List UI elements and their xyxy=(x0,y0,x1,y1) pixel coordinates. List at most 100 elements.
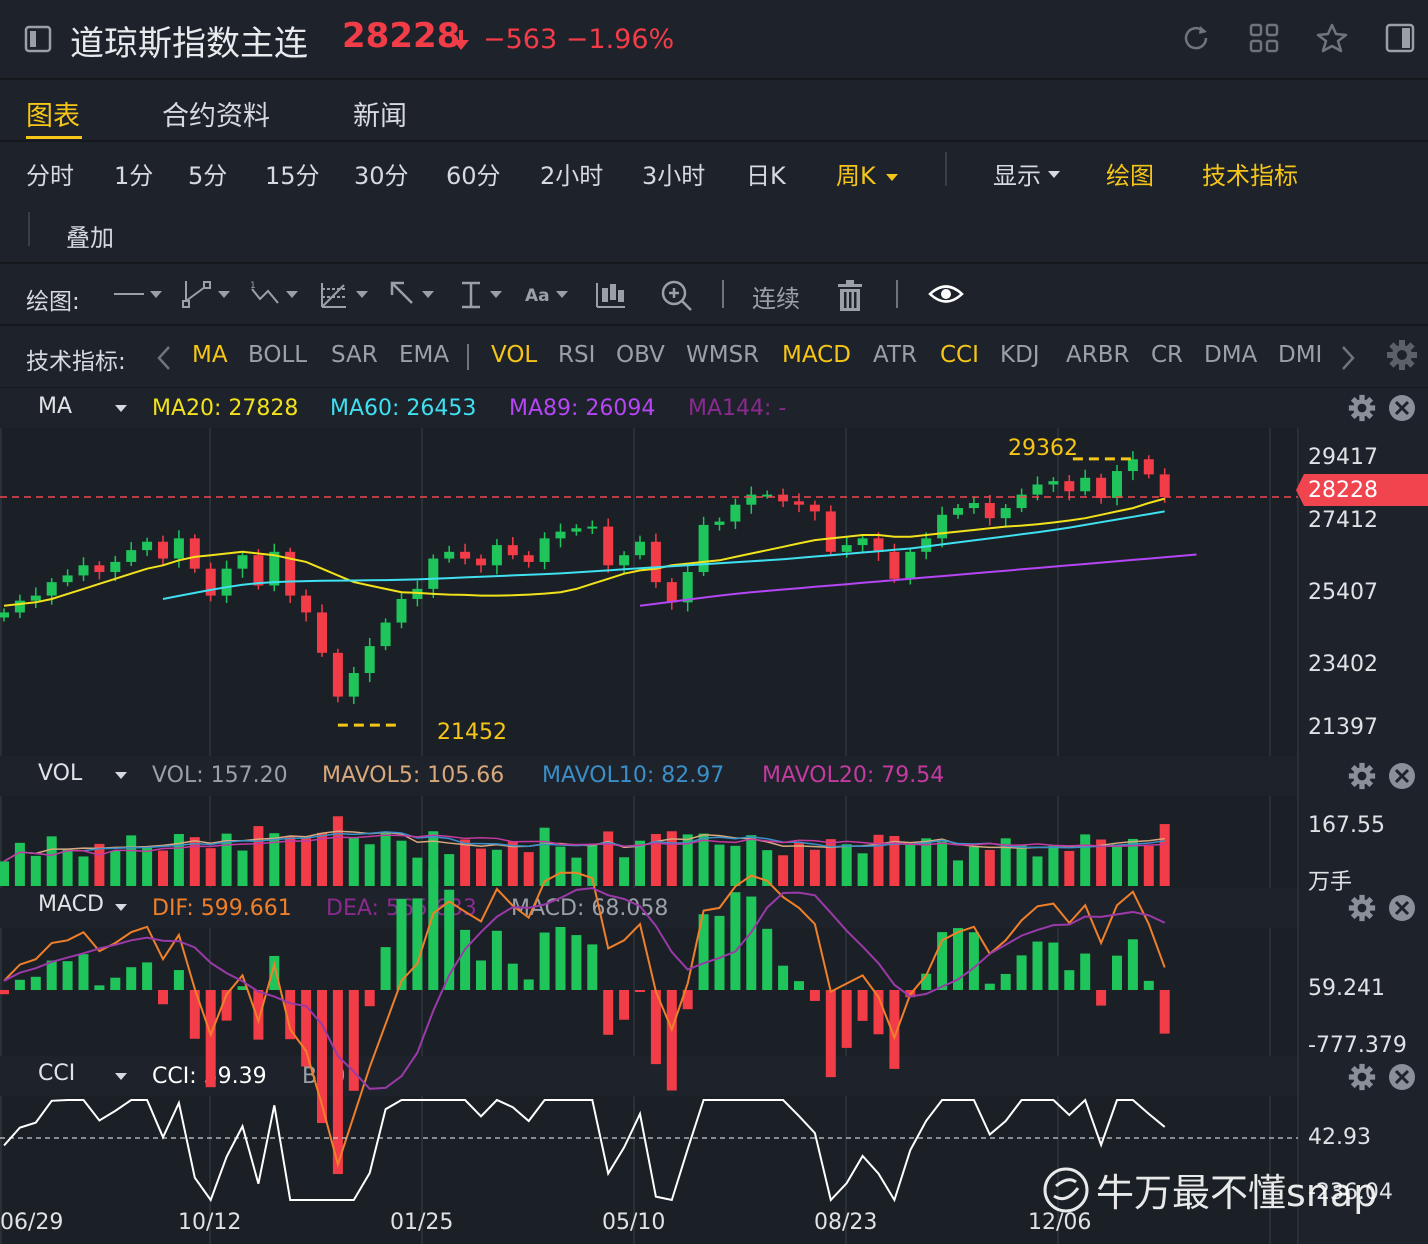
active-tab-indicator xyxy=(26,136,82,139)
volume-bar xyxy=(253,826,264,886)
macd-bar xyxy=(301,990,312,1067)
zoom-in-icon[interactable] xyxy=(660,279,694,313)
star-icon[interactable] xyxy=(1316,22,1348,54)
macd-bar xyxy=(778,965,789,990)
indicator-vol[interactable]: VOL xyxy=(491,342,538,368)
display-menu[interactable]: 显示 xyxy=(993,162,1041,190)
macd-bar xyxy=(857,990,868,1021)
line-style-icon[interactable] xyxy=(112,279,164,309)
chevron-down-icon[interactable] xyxy=(115,904,127,911)
macd-panel-name[interactable]: MACD xyxy=(38,892,104,917)
x-label: 01/25 xyxy=(390,1210,454,1235)
macd-bar xyxy=(1016,955,1027,990)
tab-news[interactable]: 新闻 xyxy=(353,101,407,132)
indicator-cr[interactable]: CR xyxy=(1151,342,1184,368)
fibonacci-icon[interactable] xyxy=(318,279,372,311)
tab-chart[interactable]: 图表 xyxy=(26,101,80,132)
candle-body xyxy=(110,561,121,573)
macd-bar xyxy=(1064,970,1075,990)
tab-contract-info[interactable]: 合约资料 xyxy=(162,101,270,132)
y-label-price-mid: 27412 xyxy=(1308,508,1378,533)
candle-body xyxy=(555,531,566,539)
indicators-button[interactable]: 技术指标 xyxy=(1202,162,1298,190)
settings-icon[interactable] xyxy=(1348,894,1376,922)
refresh-icon[interactable] xyxy=(1180,22,1212,54)
indicator-sar[interactable]: SAR xyxy=(331,342,378,368)
close-icon[interactable] xyxy=(1388,394,1416,422)
close-icon[interactable] xyxy=(1388,1063,1416,1091)
indicator-wmsr[interactable]: WMSR xyxy=(686,342,760,368)
vertical-range-icon[interactable] xyxy=(458,279,508,311)
chevron-down-icon[interactable] xyxy=(115,405,127,412)
period-5min[interactable]: 5分 xyxy=(188,162,228,190)
candle-body xyxy=(714,521,725,525)
eye-icon[interactable] xyxy=(928,279,964,309)
close-icon[interactable] xyxy=(1388,762,1416,790)
continuous-draw-toggle[interactable]: 连续 xyxy=(752,285,800,313)
indicator-arbr[interactable]: ARBR xyxy=(1066,342,1130,368)
indicator-rsi[interactable]: RSI xyxy=(558,342,596,368)
trend-line-icon[interactable] xyxy=(180,279,234,311)
panel-toggle-icon[interactable] xyxy=(1384,22,1416,54)
volume-bar xyxy=(825,839,836,886)
candlestick-tool-icon[interactable] xyxy=(594,279,628,311)
settings-icon[interactable] xyxy=(1348,762,1376,790)
ma-panel-name[interactable]: MA xyxy=(38,394,73,419)
settings-icon[interactable] xyxy=(1348,1063,1376,1091)
trash-icon[interactable] xyxy=(836,279,864,313)
period-60min[interactable]: 60分 xyxy=(446,162,501,190)
period-time-sharing[interactable]: 分时 xyxy=(26,162,74,190)
candle-body xyxy=(1096,477,1107,498)
indicator-macd[interactable]: MACD xyxy=(782,342,851,368)
indicator-ma[interactable]: MA xyxy=(192,342,228,368)
chevron-left-icon[interactable] xyxy=(156,344,172,372)
indicator-kdj[interactable]: KDJ xyxy=(1000,342,1040,368)
legend-ma60: MA60: 26453 xyxy=(330,396,477,421)
grid-icon[interactable] xyxy=(1248,22,1280,54)
period-weekly[interactable]: 周K xyxy=(836,162,876,190)
period-daily[interactable]: 日K xyxy=(746,162,786,190)
current-price-label: 28228 xyxy=(1308,478,1378,503)
close-icon[interactable] xyxy=(1388,894,1416,922)
indicator-atr[interactable]: ATR xyxy=(873,342,917,368)
wave-line-icon[interactable]: 1 xyxy=(248,279,302,311)
text-tool-icon[interactable]: Aa xyxy=(524,279,574,311)
candle-body xyxy=(62,575,73,583)
chart-canvas[interactable] xyxy=(0,428,1428,1244)
indicator-boll[interactable]: BOLL xyxy=(248,342,308,368)
settings-icon[interactable] xyxy=(1386,339,1418,371)
indicator-cci[interactable]: CCI xyxy=(940,342,979,368)
macd-bar xyxy=(269,955,280,990)
chevron-down-icon[interactable] xyxy=(115,1073,127,1080)
volume-bar xyxy=(650,834,661,886)
sidebar-toggle-icon[interactable] xyxy=(24,25,52,53)
arrow-tool-icon[interactable] xyxy=(388,279,438,311)
period-2hour[interactable]: 2小时 xyxy=(540,162,604,190)
settings-icon[interactable] xyxy=(1348,394,1376,422)
indicator-ema[interactable]: EMA xyxy=(399,342,450,368)
vol-panel-name[interactable]: VOL xyxy=(38,761,83,786)
draw-button[interactable]: 绘图 xyxy=(1106,162,1154,190)
indicator-dma[interactable]: DMA xyxy=(1204,342,1258,368)
overlay-button[interactable]: 叠加 xyxy=(66,224,114,252)
chevron-down-icon[interactable] xyxy=(115,772,127,779)
candle-body xyxy=(666,582,677,603)
volume-bar xyxy=(762,850,773,886)
indicator-dmi[interactable]: DMI xyxy=(1278,342,1323,368)
period-3hour[interactable]: 3小时 xyxy=(642,162,706,190)
period-30min[interactable]: 30分 xyxy=(354,162,409,190)
candle-body xyxy=(1112,471,1122,498)
macd-bar xyxy=(619,990,630,1020)
macd-bar xyxy=(1127,939,1138,990)
volume-bar xyxy=(78,856,89,886)
macd-bar xyxy=(1112,955,1122,990)
indicator-obv[interactable]: OBV xyxy=(616,342,665,368)
chevron-right-icon[interactable] xyxy=(1340,344,1356,372)
candle-body xyxy=(619,555,630,566)
period-1min[interactable]: 1分 xyxy=(114,162,154,190)
volume-bar xyxy=(730,845,741,886)
period-15min[interactable]: 15分 xyxy=(265,162,320,190)
candle-body xyxy=(317,612,327,653)
y-label-price-4: 21397 xyxy=(1308,715,1378,740)
cci-panel-name[interactable]: CCI xyxy=(38,1061,76,1086)
